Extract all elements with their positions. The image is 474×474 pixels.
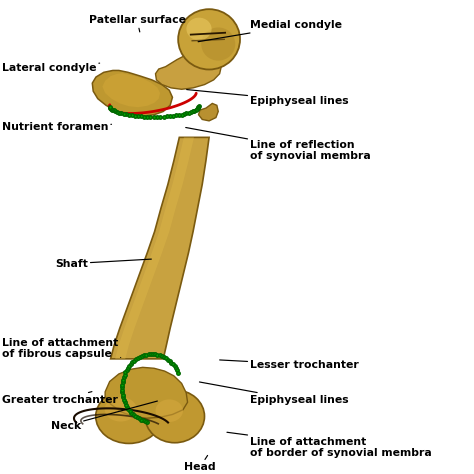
Ellipse shape bbox=[186, 18, 211, 40]
Polygon shape bbox=[92, 71, 173, 116]
Text: Patellar surface: Patellar surface bbox=[89, 16, 186, 32]
Ellipse shape bbox=[155, 400, 183, 422]
Text: Line of attachment
of fibrous capsule: Line of attachment of fibrous capsule bbox=[1, 337, 121, 359]
Text: Medial condyle: Medial condyle bbox=[198, 20, 342, 42]
Text: Lateral condyle: Lateral condyle bbox=[1, 63, 100, 73]
Polygon shape bbox=[115, 137, 194, 359]
Ellipse shape bbox=[96, 389, 162, 444]
Text: Line of attachment
of border of synovial membra: Line of attachment of border of synovial… bbox=[227, 432, 432, 458]
Ellipse shape bbox=[201, 27, 235, 61]
Text: Epiphyseal lines: Epiphyseal lines bbox=[187, 90, 349, 106]
Text: Shaft: Shaft bbox=[55, 259, 151, 269]
Ellipse shape bbox=[105, 397, 137, 421]
Text: Neck: Neck bbox=[51, 401, 157, 431]
Text: Greater trochanter: Greater trochanter bbox=[1, 392, 118, 405]
Ellipse shape bbox=[178, 9, 240, 70]
Text: Epiphyseal lines: Epiphyseal lines bbox=[200, 382, 349, 405]
Polygon shape bbox=[102, 73, 160, 107]
Polygon shape bbox=[199, 103, 218, 121]
Text: Lesser trochanter: Lesser trochanter bbox=[219, 359, 359, 370]
Polygon shape bbox=[155, 53, 221, 89]
Text: Head: Head bbox=[184, 456, 216, 472]
Polygon shape bbox=[105, 367, 188, 418]
Text: Line of reflection
of synovial membra: Line of reflection of synovial membra bbox=[186, 128, 371, 161]
Ellipse shape bbox=[145, 390, 204, 443]
Text: Nutrient foramen: Nutrient foramen bbox=[1, 122, 111, 132]
Polygon shape bbox=[110, 137, 209, 359]
